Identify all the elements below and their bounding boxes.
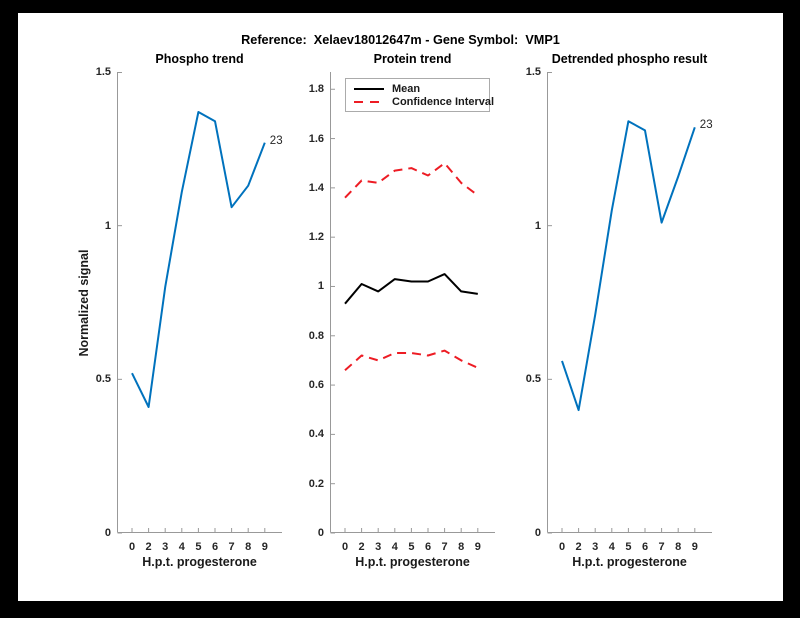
x-tick-label: 7 xyxy=(441,541,448,553)
y-tick-label: 1.4 xyxy=(308,181,324,194)
y-tick-label: 1.5 xyxy=(525,66,541,78)
y-tick-label: 1 xyxy=(317,280,324,293)
plot-area xyxy=(117,72,282,534)
x-tick-label: 4 xyxy=(608,541,615,553)
mean-line-swatch xyxy=(354,87,384,90)
detrended-phospho-plot: Detrended phospho result H.p.t. progeste… xyxy=(526,52,713,569)
endpoint-annotation: 23 xyxy=(699,119,713,132)
x-tick-label: 9 xyxy=(474,541,481,553)
x-tick-label: 8 xyxy=(245,541,252,553)
y-tick-label: 0 xyxy=(104,527,111,539)
phospho-trend-plot: Phospho trend Normalized signal H.p.t. p… xyxy=(77,52,283,569)
x-tick-label: 6 xyxy=(424,541,432,553)
y-tick-label: 0.5 xyxy=(525,373,541,386)
x-axis-label: H.p.t. progesterone xyxy=(142,555,257,569)
x-tick-label: 5 xyxy=(625,541,632,553)
x-tick-label: 0 xyxy=(128,541,136,553)
y-tick-label: 0 xyxy=(317,527,324,539)
legend-entry-confidence-interval: Confidence Interval xyxy=(354,95,494,108)
figure-title: Reference: Xelaev18012647m - Gene Symbol… xyxy=(241,33,560,47)
x-tick-label: 3 xyxy=(375,541,382,553)
series-line xyxy=(561,120,696,412)
x-tick-label: 8 xyxy=(675,541,682,553)
y-tick-label: 0.2 xyxy=(308,477,324,490)
x-tick-label: 5 xyxy=(408,541,415,553)
subplot-title: Detrended phospho result xyxy=(551,52,708,66)
y-tick-label: 1 xyxy=(104,219,111,232)
y-tick-label: 0.5 xyxy=(95,373,111,386)
x-tick-label: 9 xyxy=(261,541,268,553)
y-tick-label: 0.4 xyxy=(308,428,324,441)
x-tick-label: 7 xyxy=(228,541,235,553)
legend-label: Mean xyxy=(392,82,421,95)
subplot-title: Phospho trend xyxy=(155,52,244,66)
x-tick-label: 2 xyxy=(575,541,582,553)
x-tick-label: 6 xyxy=(211,541,219,553)
protein-trend-plot: Protein trend H.p.t. progesterone Mean C… xyxy=(309,52,495,569)
x-tick-label: 5 xyxy=(195,541,202,553)
x-tick-label: 2 xyxy=(358,541,365,553)
y-tick-label: 1.8 xyxy=(308,83,324,96)
y-tick-label: 1 xyxy=(534,219,541,232)
x-axis-label: H.p.t. progesterone xyxy=(355,555,470,569)
x-tick-label: 4 xyxy=(178,541,185,553)
figure-canvas: Reference: Xelaev18012647m - Gene Symbol… xyxy=(18,13,783,601)
x-tick-label: 0 xyxy=(341,541,349,553)
x-tick-label: 3 xyxy=(592,541,599,553)
x-axis-label: H.p.t. progesterone xyxy=(572,555,687,569)
plot-area xyxy=(330,72,495,534)
y-tick-label: 0 xyxy=(534,527,541,539)
y-axis-label: Normalized signal xyxy=(77,249,91,357)
series-line xyxy=(131,111,266,408)
y-tick-label: 1.2 xyxy=(308,231,324,244)
y-tick-label: 0.8 xyxy=(308,329,324,342)
series-line xyxy=(344,162,479,199)
confidence-interval-line-swatch xyxy=(354,100,384,103)
x-tick-label: 2 xyxy=(145,541,152,553)
legend: Mean Confidence Interval xyxy=(345,78,494,112)
y-tick-label: 1.6 xyxy=(308,132,324,145)
series-line xyxy=(344,273,478,305)
x-tick-label: 7 xyxy=(658,541,665,553)
legend-entry-mean: Mean xyxy=(354,82,489,95)
y-tick-label: 1.5 xyxy=(95,66,111,78)
subplot-title: Protein trend xyxy=(373,52,452,66)
endpoint-annotation: 23 xyxy=(269,134,283,147)
series-line xyxy=(344,349,479,372)
x-tick-label: 8 xyxy=(458,541,465,553)
x-tick-label: 6 xyxy=(641,541,649,553)
plot-area xyxy=(547,72,712,534)
legend-label: Confidence Interval xyxy=(392,95,495,108)
y-tick-label: 0.6 xyxy=(308,379,324,392)
x-tick-label: 9 xyxy=(691,541,698,553)
x-tick-label: 0 xyxy=(558,541,566,553)
x-tick-label: 4 xyxy=(391,541,398,553)
x-tick-label: 3 xyxy=(162,541,169,553)
